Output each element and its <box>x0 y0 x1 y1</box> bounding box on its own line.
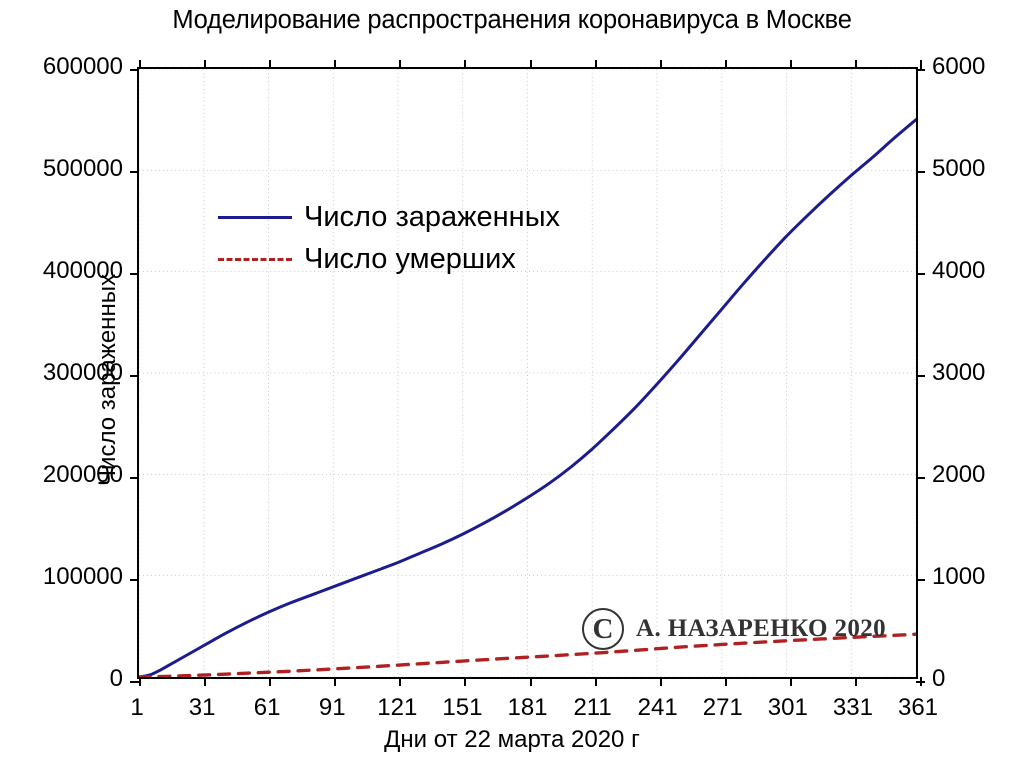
x-axis-title: Дни от 22 марта 2020 г <box>384 726 640 753</box>
x-tick-top <box>659 60 662 69</box>
x-tick-label: 91 <box>318 694 346 721</box>
x-tick-label: 31 <box>188 694 216 721</box>
y-tick-label-right: 3000 <box>932 359 986 386</box>
y-tick-right <box>916 477 925 479</box>
x-tick-top <box>269 60 272 69</box>
y-tick-right <box>916 273 925 275</box>
y-tick-label-left: 500000 <box>42 155 123 182</box>
x-tick-label: 61 <box>253 694 281 721</box>
x-tick-top <box>724 60 727 69</box>
plot-inner <box>139 69 916 677</box>
x-tick-bottom <box>334 677 337 686</box>
x-tick-bottom <box>594 677 597 686</box>
y-tick-left <box>130 477 139 479</box>
x-tick-bottom <box>204 677 207 686</box>
y-tick-right <box>916 375 925 377</box>
y-tick-label-left: 200000 <box>42 461 123 488</box>
series-line-2 <box>139 632 916 677</box>
x-tick-top <box>139 60 141 69</box>
y-tick-label-right: 5000 <box>932 155 986 182</box>
x-tick-bottom <box>269 677 272 686</box>
x-tick-label: 361 <box>897 694 939 721</box>
y-tick-label-right: 4000 <box>932 257 986 284</box>
y-tick-label-right: 2000 <box>932 461 986 488</box>
y-tick-label-left: 300000 <box>42 359 123 386</box>
x-tick-label: 331 <box>832 694 873 721</box>
x-tick-label: 271 <box>702 694 743 721</box>
x-tick-bottom <box>659 677 662 686</box>
copyright-text: А. НАЗАРЕНКО 2020 <box>636 615 887 642</box>
y-tick-label-right: 6000 <box>932 53 986 80</box>
x-tick-top <box>854 60 857 69</box>
x-tick-bottom <box>789 677 792 686</box>
x-tick-bottom <box>464 677 467 686</box>
y-tick-label-right: 1000 <box>932 563 986 590</box>
x-tick-bottom <box>724 677 727 686</box>
copyright-watermark: C А. НАЗАРЕНКО 2020 <box>582 608 886 650</box>
y-tick-left <box>130 375 139 377</box>
x-tick-top <box>529 60 532 69</box>
x-tick-label: 181 <box>507 694 548 721</box>
y-tick-label-left: 600000 <box>42 53 123 80</box>
x-tick-label: 151 <box>442 694 483 721</box>
x-tick-label: 301 <box>767 694 808 721</box>
series-line-1 <box>139 118 916 677</box>
legend-item-2[interactable]: Число умерших <box>218 238 560 280</box>
y-tick-left <box>130 69 139 71</box>
x-tick-top <box>334 60 337 69</box>
x-tick-label: 121 <box>377 694 418 721</box>
x-tick-label: 211 <box>573 694 612 721</box>
x-tick-top <box>464 60 467 69</box>
x-tick-bottom <box>399 677 402 686</box>
x-tick-bottom <box>920 677 922 686</box>
legend-line-sample-1 <box>218 215 292 219</box>
x-tick-label: 241 <box>637 694 678 721</box>
legend: Число зараженных Число умерших <box>218 196 560 280</box>
x-tick-bottom <box>529 677 532 686</box>
chart-title: Моделирование распространения коронавиру… <box>172 6 852 34</box>
data-series-layer <box>139 118 916 677</box>
plot-area <box>130 60 925 686</box>
x-tick-top <box>399 60 402 69</box>
y-tick-left <box>130 171 139 173</box>
legend-label-1: Число зараженных <box>304 200 561 233</box>
legend-label-2: Число умерших <box>304 242 516 275</box>
x-tick-label: 1 <box>130 694 144 721</box>
x-tick-top <box>204 60 207 69</box>
x-tick-top <box>594 60 597 69</box>
x-tick-top <box>789 60 792 69</box>
y-tick-label-left: 100000 <box>42 563 123 590</box>
y-tick-label-left: 0 <box>109 665 123 692</box>
legend-line-sample-2 <box>218 257 292 261</box>
x-tick-top <box>920 60 922 69</box>
y-tick-left <box>130 273 139 275</box>
x-tick-bottom <box>854 677 857 686</box>
y-tick-left <box>130 579 139 581</box>
y-tick-right <box>916 171 925 173</box>
legend-item-1[interactable]: Число зараженных <box>218 196 560 238</box>
y-tick-left <box>130 681 139 683</box>
copyright-c-icon: C <box>582 608 624 650</box>
y-tick-label-right: 0 <box>932 665 946 692</box>
y-tick-right <box>916 579 925 581</box>
x-tick-bottom <box>139 677 141 686</box>
y-tick-right <box>916 69 925 71</box>
y-tick-label-left: 400000 <box>42 257 123 284</box>
